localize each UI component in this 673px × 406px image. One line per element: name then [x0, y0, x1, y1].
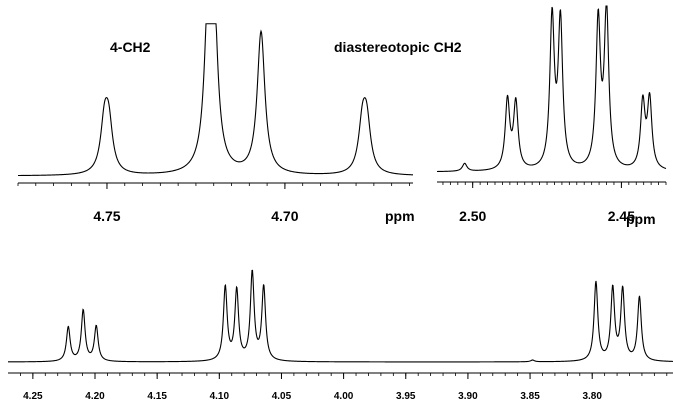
x-tick-label: 3.85 — [520, 391, 540, 402]
x-tick-label: 4.20 — [85, 391, 105, 402]
x-tick-label: 2.45 — [608, 208, 635, 224]
spectrum-trace — [436, 5, 667, 173]
panel-title: diastereotopic CH2 — [334, 39, 462, 55]
x-tick-label: 4.15 — [147, 391, 167, 402]
spectrum-trace — [8, 269, 673, 363]
x-tick-label: 4.70 — [271, 208, 298, 224]
x-tick-label: 3.80 — [582, 391, 602, 402]
x-tick-label: 4.00 — [334, 391, 354, 402]
x-tick-label: 3.95 — [396, 391, 416, 402]
x-tick-label: 4.75 — [93, 208, 120, 224]
spectrum-panel-overview: 4.25 4.20 4.15 4.10 4.05 4.00 3.95 3.90 3.85 3.80 — [8, 269, 673, 402]
panel-title: 4-CH2 — [110, 39, 151, 55]
x-tick-label: 4.05 — [272, 391, 292, 402]
x-tick-label: 4.10 — [210, 391, 230, 402]
spectrum-panel-4-ch2: 4-CH2 4.75 4.70 ppm — [17, 23, 415, 224]
spectrum-trace — [17, 23, 414, 177]
x-tick-label: 4.25 — [23, 391, 43, 402]
x-axis-label: ppm — [626, 211, 656, 227]
x-tick-label: 3.90 — [458, 391, 478, 402]
x-tick-label: 2.50 — [459, 208, 486, 224]
x-axis-label: ppm — [385, 208, 415, 224]
